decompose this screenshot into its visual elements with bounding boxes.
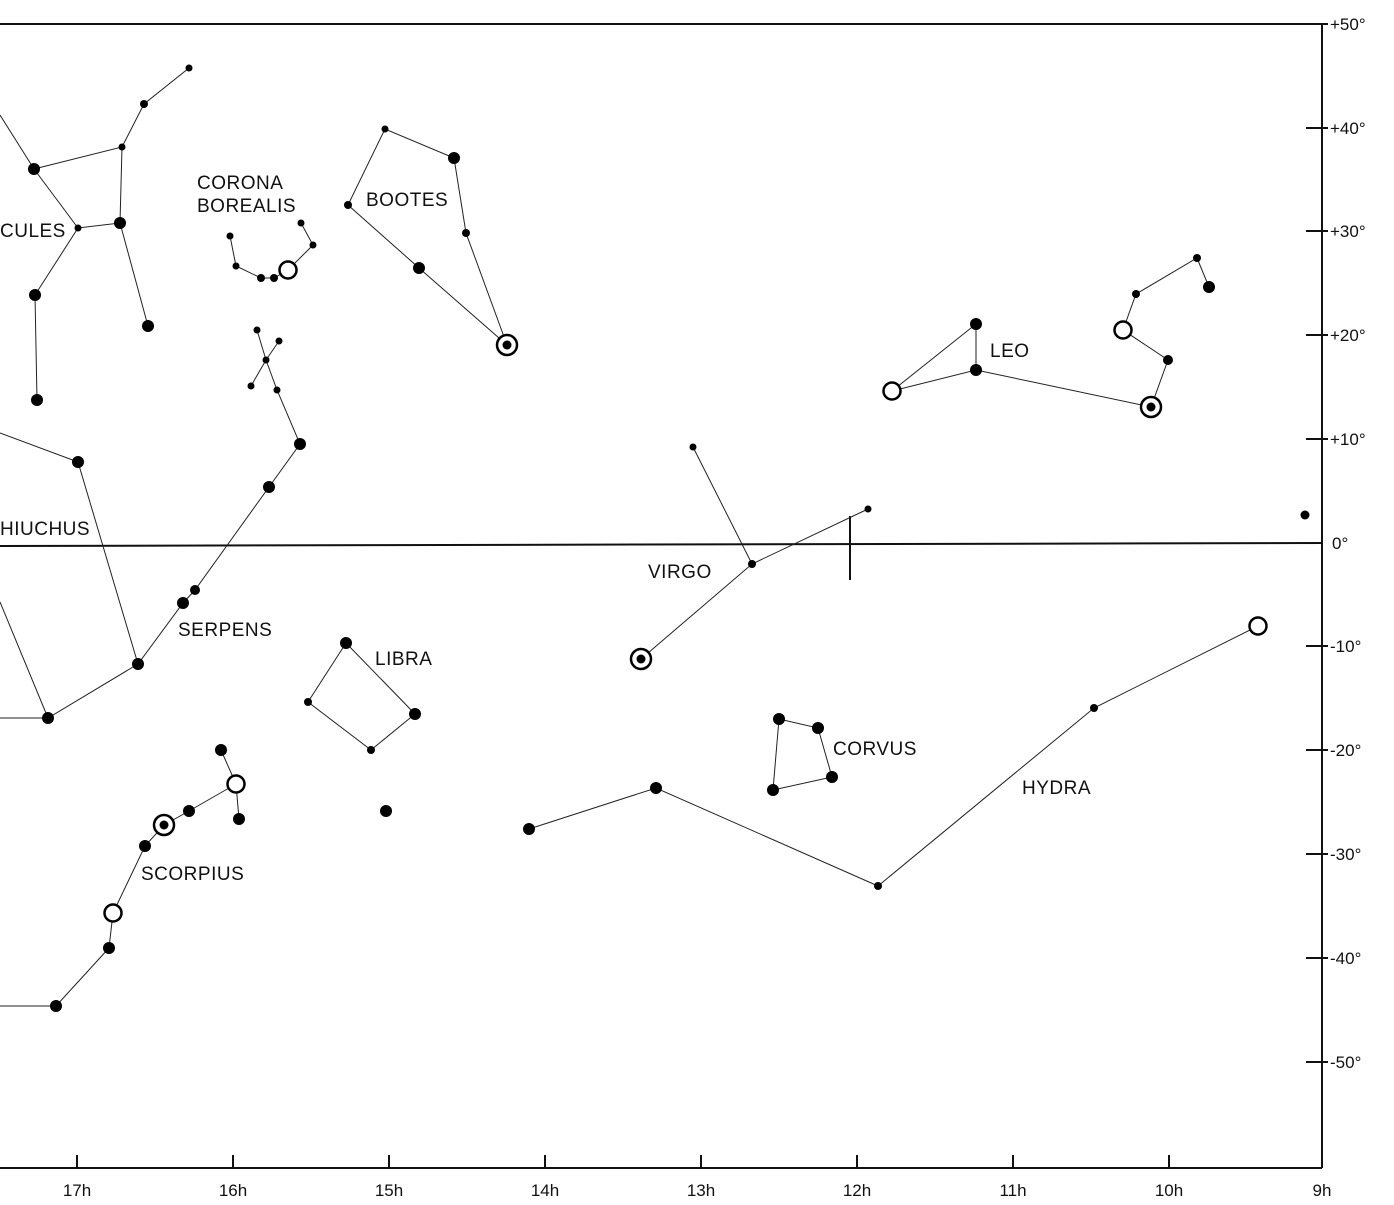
- ra-label: 14h: [531, 1181, 559, 1200]
- ra-ticks: [76, 1155, 1170, 1168]
- ra-label: 16h: [219, 1181, 247, 1200]
- hercules-figure: [0, 64, 193, 406]
- dec-label: -40°: [1330, 949, 1361, 968]
- corvus-figure: [767, 713, 838, 796]
- dec-label: +20°: [1330, 326, 1366, 345]
- ra-label: 17h: [63, 1181, 91, 1200]
- dec-label: +40°: [1330, 119, 1366, 138]
- leo-figure: [882, 254, 1215, 419]
- label-corvus: CORVUS: [833, 739, 917, 760]
- dec-axis-labels: +50° +40° +30° +20° +10° 0° -10° -20° -3…: [1330, 15, 1366, 1072]
- dec-label: 0°: [1332, 534, 1348, 553]
- chart-frame: [0, 23, 1323, 1169]
- label-bootes: BOOTES: [366, 190, 448, 211]
- label-libra: LIBRA: [375, 649, 432, 670]
- dec-ticks: [1306, 23, 1328, 1063]
- label-scorpius: SCORPIUS: [141, 864, 244, 885]
- ra-label: 9h: [1313, 1181, 1332, 1200]
- label-ophiuchus: HIUCHUS: [0, 519, 90, 540]
- bootes-figure: [344, 125, 519, 357]
- label-hercules: CULES: [0, 221, 66, 242]
- libra-figure: [304, 637, 421, 817]
- ra-axis-labels: 17h 16h 15h 14h 13h 12h 11h 10h 9h: [63, 1181, 1332, 1200]
- dec-label: -30°: [1330, 845, 1361, 864]
- celestial-equator: [0, 542, 1323, 547]
- dec-label: -10°: [1330, 637, 1361, 656]
- label-virgo: VIRGO: [648, 562, 712, 583]
- label-borealis: BOREALIS: [197, 196, 296, 217]
- ra-label: 11h: [999, 1181, 1026, 1200]
- corona-borealis-figure: [226, 219, 317, 282]
- ra-label: 15h: [375, 1181, 403, 1200]
- label-serpens: SERPENS: [178, 620, 272, 641]
- dec-label: +30°: [1330, 222, 1366, 241]
- dec-label: +50°: [1330, 15, 1366, 34]
- ra-label: 12h: [843, 1181, 871, 1200]
- label-leo: LEO: [990, 341, 1030, 362]
- dec-label: +10°: [1330, 430, 1366, 449]
- ra-label: 10h: [1155, 1181, 1183, 1200]
- hydra-figure: [523, 616, 1268, 890]
- dec-label: -50°: [1330, 1053, 1361, 1072]
- ra-label: 13h: [687, 1181, 715, 1200]
- scorpius-figure: [0, 744, 246, 1012]
- isolated-star: [1300, 510, 1310, 520]
- ophiuchus-serpens-figure: [0, 326, 306, 724]
- label-corona: CORONA: [197, 173, 283, 194]
- dec-label: -20°: [1330, 741, 1361, 760]
- virgo-figure: [629, 443, 872, 671]
- constellation-labels: CULES CORONA BOREALIS BOOTES LEO HIUCHUS…: [0, 173, 1091, 885]
- label-hydra: HYDRA: [1022, 778, 1091, 799]
